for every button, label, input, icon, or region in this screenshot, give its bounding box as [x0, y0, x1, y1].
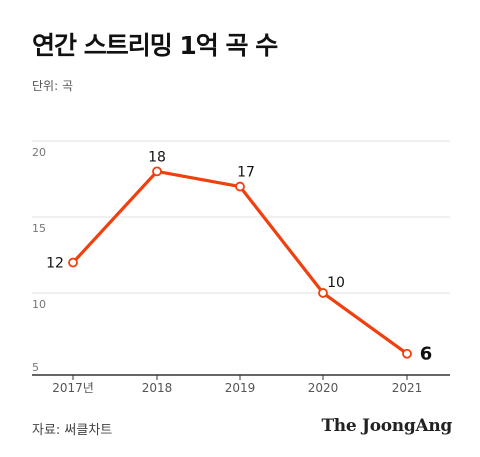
x-tick-labels: 2017년 2018 2019 2020 2021 — [52, 375, 422, 395]
data-label: 18 — [148, 149, 166, 165]
x-tick-label: 2017년 — [52, 381, 94, 395]
data-label: 12 — [46, 256, 64, 272]
chart-title: 연간 스트리밍 1억 곡 수 — [32, 31, 278, 60]
data-point — [235, 181, 245, 192]
data-point — [152, 166, 162, 177]
gridlines — [32, 140, 450, 294]
y-tick-labels: 5 10 15 20 — [32, 146, 46, 374]
x-tick-label: 2018 — [142, 381, 173, 395]
x-tick-label: 2021 — [392, 381, 423, 395]
y-tick-label: 10 — [32, 298, 46, 311]
x-tick-label: 2019 — [225, 381, 256, 395]
y-tick-label: 5 — [32, 361, 39, 374]
data-points — [68, 166, 412, 359]
y-tick-label: 20 — [32, 146, 46, 159]
source-note: 자료: 써클차트 — [32, 423, 113, 438]
data-point — [318, 288, 328, 298]
data-labels: 12 18 17 10 6 — [46, 149, 432, 364]
data-point — [68, 257, 78, 268]
data-point — [402, 348, 412, 359]
unit-label: 단위: 곡 — [32, 79, 73, 93]
data-label: 17 — [237, 165, 255, 181]
y-tick-label: 15 — [32, 222, 46, 235]
data-label: 6 — [420, 344, 433, 365]
brand-logo: The JoongAng — [321, 416, 452, 436]
data-label: 10 — [327, 275, 345, 291]
series-line — [71, 169, 408, 355]
x-tick-label: 2020 — [308, 381, 339, 395]
